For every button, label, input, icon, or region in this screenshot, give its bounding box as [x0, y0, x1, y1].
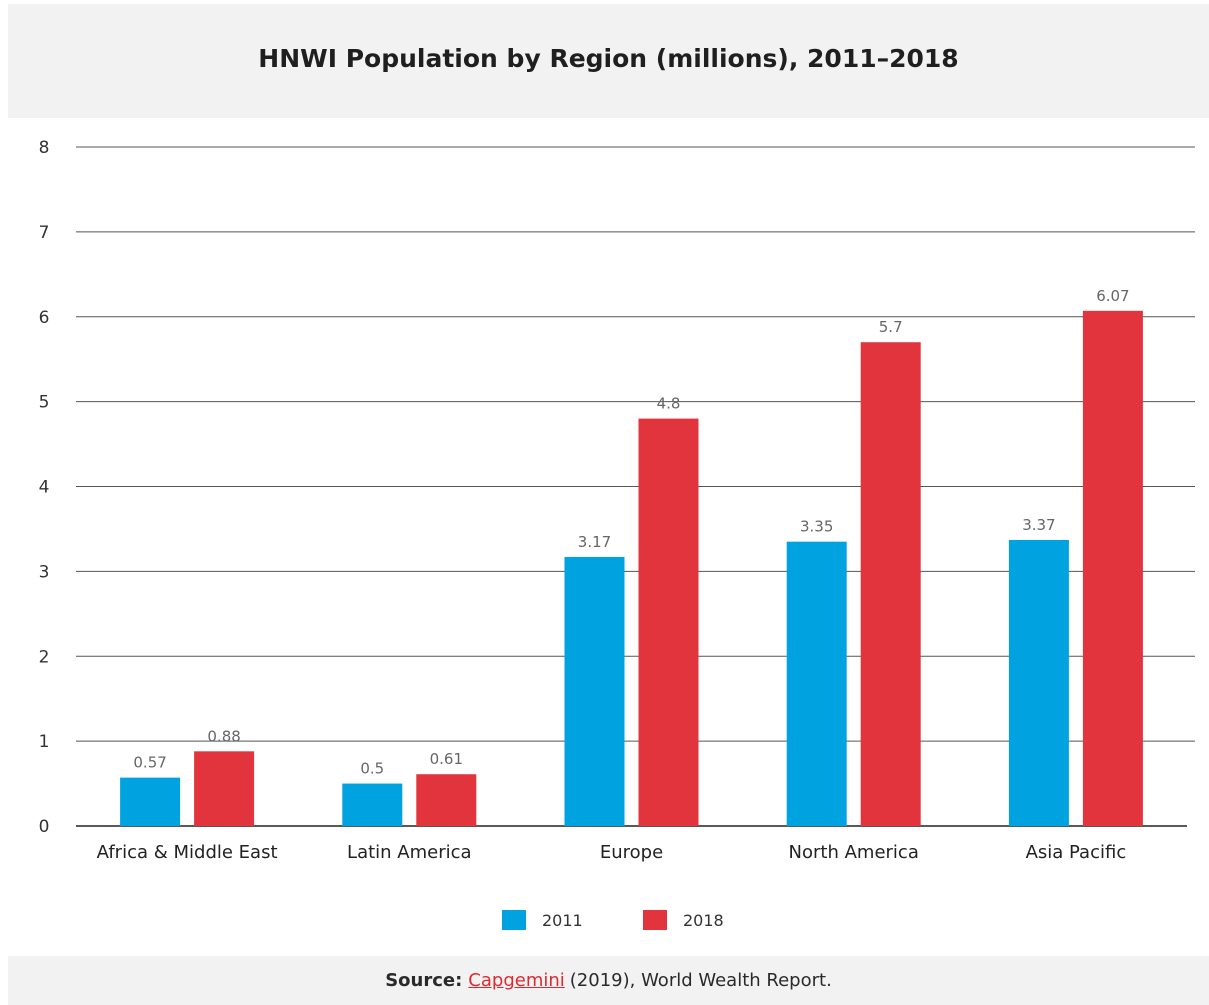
legend-label: 2018: [683, 911, 724, 930]
source-text: (2019), World Wealth Report.: [569, 970, 832, 991]
data-label: 5.7: [879, 318, 903, 336]
bar-2011: [564, 556, 625, 826]
bar-2011: [1008, 539, 1069, 826]
source-footer: Source: Capgemini (2019), World Wealth R…: [8, 956, 1209, 1005]
data-label: 3.17: [578, 533, 611, 551]
legend-label: 2011: [542, 911, 583, 930]
bar-2011: [120, 777, 181, 826]
x-tick-label: Latin America: [347, 842, 472, 863]
data-label: 0.57: [133, 754, 166, 772]
x-tick-label: Asia Pacific: [1026, 842, 1127, 863]
y-tick-label: 2: [39, 647, 50, 667]
data-label: 4.8: [657, 395, 681, 413]
y-tick-label: 5: [39, 393, 50, 413]
data-label: 0.88: [207, 727, 240, 745]
source-label: Source:: [385, 970, 463, 991]
bar-2018: [638, 418, 699, 826]
bar-chart: 0 1 2 3 4 5 6 7 8 Africa & Middle East 0.57 0.88 Lat…: [39, 138, 1195, 930]
legend-swatch-2011: [502, 910, 526, 930]
bar-2018: [860, 342, 921, 826]
legend-swatch-2018: [643, 910, 667, 930]
x-tick-label: Europe: [600, 842, 663, 863]
data-label: 3.35: [800, 518, 833, 536]
bar-2011: [786, 541, 847, 826]
source-link[interactable]: Capgemini: [468, 970, 565, 991]
data-label: 6.07: [1096, 287, 1129, 305]
chart-title: HNWI Population by Region (millions), 20…: [258, 43, 959, 73]
bar-2018: [1082, 310, 1143, 827]
x-tick-label: Africa & Middle East: [97, 842, 278, 863]
y-tick-label: 1: [39, 732, 50, 752]
y-tick-label: 3: [39, 562, 50, 582]
y-tick-label: 7: [39, 223, 50, 243]
y-tick-label: 6: [39, 308, 50, 328]
data-label: 3.37: [1022, 516, 1055, 534]
y-tick-label: 8: [39, 138, 50, 158]
y-tick-label: 0: [39, 817, 50, 837]
y-tick-label: 4: [39, 478, 50, 498]
x-tick-label: North America: [789, 842, 919, 863]
bar-2018: [416, 774, 477, 826]
bar-2011: [342, 783, 403, 826]
data-label: 0.61: [430, 750, 463, 768]
chart-header: HNWI Population by Region (millions), 20…: [8, 4, 1209, 118]
bar-2018: [194, 751, 255, 826]
data-label: 0.5: [360, 760, 384, 778]
